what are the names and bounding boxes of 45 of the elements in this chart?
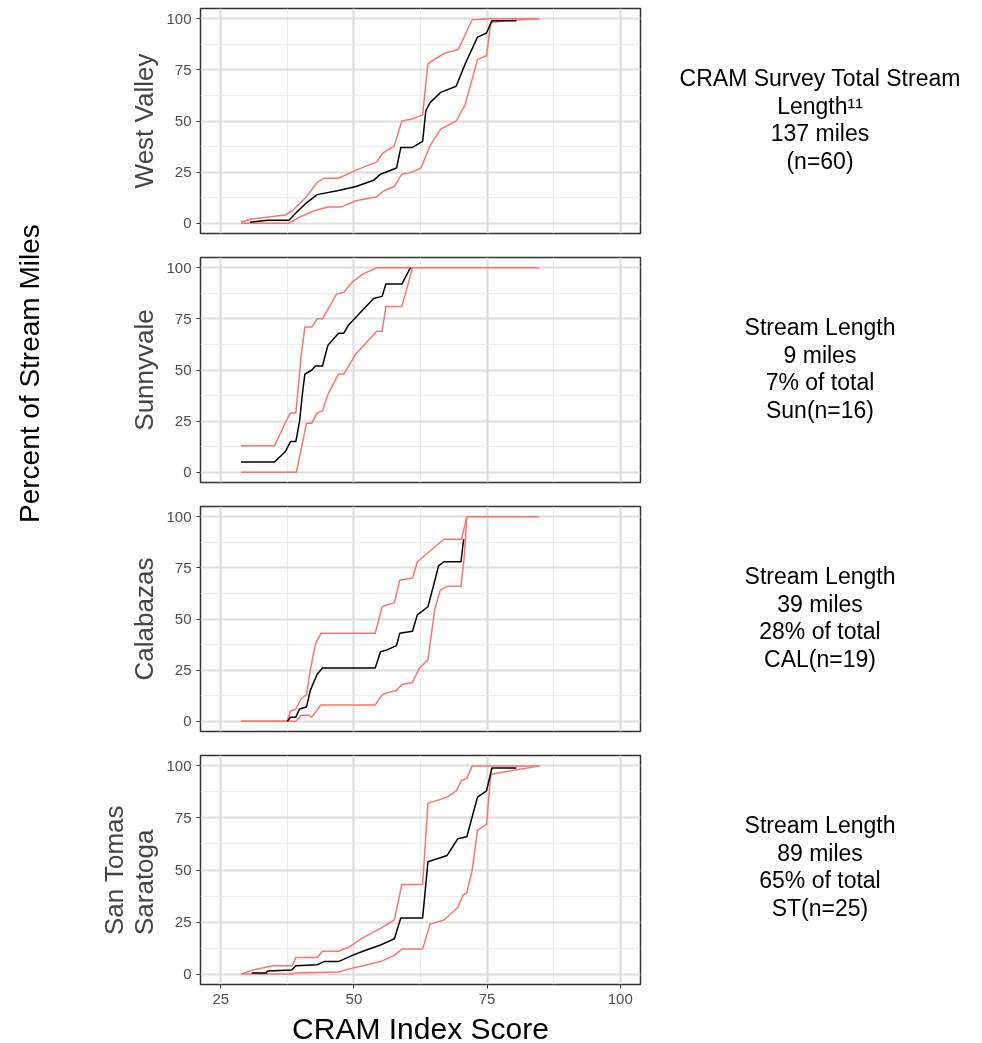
y-tick-label: 50 [174, 112, 192, 129]
x-axis-title: CRAM Index Score [292, 1011, 549, 1043]
text: Stream Length [744, 812, 896, 838]
y-tick-label: 25 [174, 412, 192, 430]
text: West Valley [128, 53, 159, 189]
text: CAL(n=19) [764, 645, 876, 672]
y-tick-label: 100 [166, 507, 192, 525]
text: San Tomas Saratoga [98, 805, 159, 936]
text: 39 miles [777, 590, 863, 617]
text: 28% of total [759, 618, 881, 645]
y-tick-label: 50 [174, 610, 192, 627]
y-tick-label: 100 [166, 756, 192, 774]
y-tick-label: 100 [166, 9, 192, 27]
x-tick-label: 50 [345, 989, 363, 1007]
y-tick-label: 0 [183, 463, 192, 481]
y-tick-label: 0 [183, 712, 192, 730]
text: 89 miles [777, 839, 863, 866]
text: ST(n=25) [771, 894, 869, 921]
x-tick-label: 25 [212, 989, 230, 1007]
text: Calabazas [128, 557, 159, 681]
y-tick-label: 75 [174, 808, 192, 826]
text: Sun(n=16) [765, 396, 875, 423]
y-tick-label: 25 [174, 913, 192, 931]
text: Stream Length [744, 563, 896, 589]
text: 65% of total [759, 867, 881, 894]
text: CRAM Survey Total Stream Length¹¹ [679, 65, 961, 119]
y-tick-label: 75 [174, 558, 192, 576]
y-tick-label: 25 [174, 661, 192, 679]
y-tick-label: 50 [174, 361, 192, 378]
text: 137 miles [770, 120, 870, 147]
text: (n=60) [786, 147, 854, 174]
y-tick-label: 25 [174, 163, 192, 181]
text: 7% of total [765, 369, 875, 396]
y-tick-label: 0 [183, 214, 192, 232]
text: Stream Length [744, 314, 896, 340]
y-tick-label: 75 [174, 60, 192, 78]
x-tick-label: 75 [478, 989, 496, 1007]
text: Sunnyvale [128, 309, 159, 431]
y-tick-label: 75 [174, 309, 192, 327]
text: 9 miles [783, 341, 857, 368]
y-tick-label: 100 [166, 258, 192, 276]
y-tick-label: 0 [183, 965, 192, 983]
x-tick-label: 100 [607, 989, 633, 1007]
y-axis-title: Percent of Stream Miles [13, 224, 46, 523]
y-tick-label: 50 [174, 861, 192, 878]
